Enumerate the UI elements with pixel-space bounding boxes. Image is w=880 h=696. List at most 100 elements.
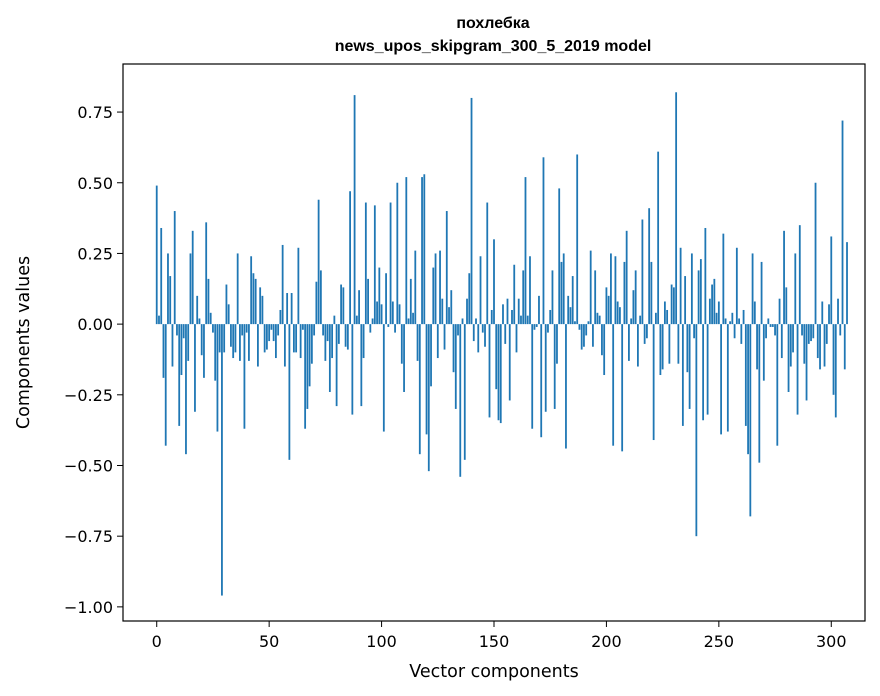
bar xyxy=(717,301,720,325)
bar xyxy=(641,219,644,325)
bar xyxy=(430,324,432,387)
bar xyxy=(259,287,262,325)
bar xyxy=(185,324,187,455)
bar xyxy=(832,324,835,395)
bar xyxy=(812,324,815,339)
bar xyxy=(416,324,419,361)
bar xyxy=(526,315,529,325)
bar xyxy=(724,318,727,325)
bar xyxy=(337,324,340,344)
bar xyxy=(304,324,307,429)
bar xyxy=(830,236,833,325)
bar xyxy=(675,92,678,325)
bar xyxy=(322,324,325,336)
bar xyxy=(785,287,788,325)
bar xyxy=(495,324,498,390)
bar xyxy=(625,230,628,325)
bar xyxy=(567,295,570,325)
bar xyxy=(200,324,203,356)
bar xyxy=(810,324,812,342)
y-axis-label: Components values xyxy=(14,256,34,429)
bar xyxy=(814,182,817,325)
bar xyxy=(178,324,181,426)
bar xyxy=(257,324,259,367)
bar xyxy=(497,324,500,421)
bar xyxy=(176,324,178,336)
bar xyxy=(261,295,264,325)
bar xyxy=(391,301,394,325)
bar xyxy=(493,239,495,325)
bar xyxy=(367,278,369,325)
bar xyxy=(421,177,423,325)
bar xyxy=(738,318,740,325)
bar xyxy=(466,298,468,325)
bar xyxy=(171,324,174,367)
bar xyxy=(695,324,698,537)
bar xyxy=(263,324,266,353)
bar xyxy=(479,256,482,325)
bar xyxy=(468,273,471,325)
bar xyxy=(499,324,502,424)
bar xyxy=(556,324,558,364)
bar xyxy=(520,315,522,325)
bar xyxy=(234,324,237,353)
bar xyxy=(715,312,718,325)
bar xyxy=(605,287,608,325)
bar xyxy=(632,290,635,325)
bar xyxy=(511,309,513,325)
bar xyxy=(535,324,538,327)
bar xyxy=(409,278,412,325)
bar xyxy=(596,312,599,325)
bar xyxy=(266,324,268,350)
chart-subtitle: news_upos_skipgram_300_5_2019 model xyxy=(335,38,652,55)
bar xyxy=(654,312,657,325)
bar xyxy=(272,324,275,342)
bar xyxy=(693,324,696,339)
bar xyxy=(301,324,304,330)
y-tick-label: −0.50 xyxy=(64,456,113,475)
bar xyxy=(241,324,244,336)
bar xyxy=(288,324,291,460)
bar xyxy=(349,191,351,325)
bar xyxy=(819,324,821,370)
y-tick-label: −0.75 xyxy=(64,527,113,546)
bar xyxy=(355,315,358,325)
bar xyxy=(558,188,561,325)
bar xyxy=(524,177,527,325)
bar xyxy=(612,324,615,446)
bar xyxy=(726,324,729,432)
y-axis-ticks: −1.00 −0.75 −0.50 −0.25 0.00 0.25 0.50 0.75 xyxy=(64,103,123,617)
bar xyxy=(666,309,669,325)
bar xyxy=(275,324,277,359)
bar xyxy=(351,324,354,415)
y-tick-label: −0.25 xyxy=(64,386,113,405)
x-axis-label: Vector components xyxy=(409,662,578,682)
bar xyxy=(690,253,693,325)
bar xyxy=(628,324,630,361)
bar xyxy=(637,324,639,367)
bar xyxy=(672,287,675,325)
bar xyxy=(756,324,758,370)
x-tick-label: 200 xyxy=(591,632,622,651)
bar xyxy=(340,284,342,325)
bar xyxy=(549,309,552,325)
bar xyxy=(522,270,525,325)
bar xyxy=(592,324,594,347)
bar xyxy=(162,324,165,378)
bar xyxy=(733,324,736,339)
bar xyxy=(378,267,381,325)
bar xyxy=(583,324,585,347)
bar xyxy=(481,324,484,333)
bar xyxy=(167,253,169,325)
bar xyxy=(616,301,619,325)
bar xyxy=(477,324,480,353)
x-tick-label: 300 xyxy=(816,632,847,651)
bar xyxy=(346,324,349,350)
bar xyxy=(663,301,666,325)
bar xyxy=(427,324,430,472)
bar xyxy=(362,324,365,359)
bar xyxy=(668,324,671,364)
bar xyxy=(823,324,826,367)
bar xyxy=(780,324,783,359)
bar xyxy=(711,284,713,325)
